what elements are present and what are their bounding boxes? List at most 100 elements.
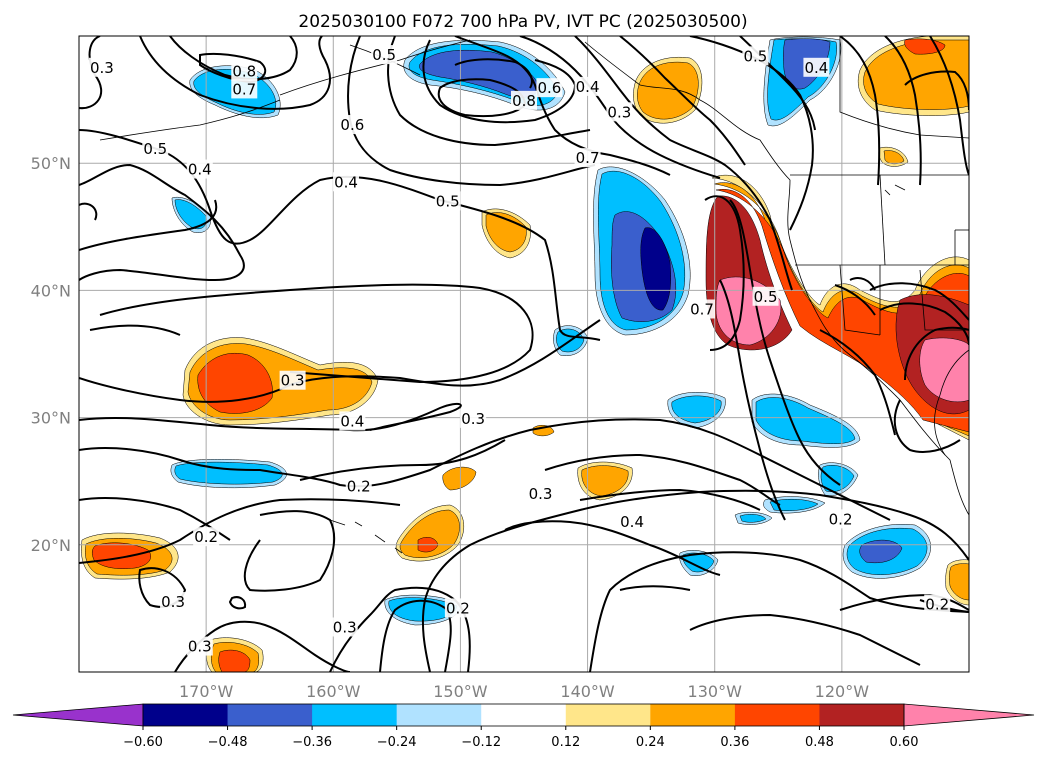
lon-label-5: 120°W xyxy=(815,682,870,701)
lon-label-4: 130°W xyxy=(688,682,743,701)
svg-text:0.3: 0.3 xyxy=(90,59,114,77)
lat-label-2: 30°N xyxy=(31,409,71,428)
svg-text:0.7: 0.7 xyxy=(232,80,256,98)
contour-label-27: 0.2 xyxy=(444,598,471,618)
svg-text:0.5: 0.5 xyxy=(754,288,778,306)
svg-text:0.3: 0.3 xyxy=(607,103,631,121)
contour-label-23: 0.4 xyxy=(619,511,646,531)
colorbar-label-1: −0.48 xyxy=(208,735,248,750)
svg-text:0.8: 0.8 xyxy=(232,63,256,81)
contour-label-17: 0.5 xyxy=(752,286,779,306)
lon-label-2: 150°W xyxy=(433,682,488,701)
svg-text:0.4: 0.4 xyxy=(804,59,828,77)
contour-label-19: 0.4 xyxy=(339,411,366,431)
svg-text:0.4: 0.4 xyxy=(576,78,600,96)
svg-text:0.8: 0.8 xyxy=(512,92,536,110)
contour-label-14: 0.5 xyxy=(742,46,769,66)
colorbar-label-8: 0.48 xyxy=(805,735,834,750)
lat-label-0: 50°N xyxy=(31,154,71,173)
svg-text:0.2: 0.2 xyxy=(194,528,218,546)
svg-text:0.4: 0.4 xyxy=(340,412,364,430)
svg-text:0.5: 0.5 xyxy=(436,192,460,210)
svg-text:0.2: 0.2 xyxy=(347,477,371,495)
colorbar-bin-7 xyxy=(734,704,820,726)
contour-label-15: 0.4 xyxy=(803,57,830,77)
svg-text:0.5: 0.5 xyxy=(143,140,167,158)
colorbar-label-2: −0.36 xyxy=(292,735,332,750)
lat-label-1: 40°N xyxy=(31,281,71,300)
contour-label-26: 0.3 xyxy=(160,592,187,612)
pv-contours xyxy=(79,36,969,672)
contour-label-8: 0.5 xyxy=(371,45,398,65)
colorbar-bin-8 xyxy=(819,704,905,726)
svg-text:0.3: 0.3 xyxy=(161,593,185,611)
contour-label-18: 0.3 xyxy=(279,370,306,390)
svg-text:0.2: 0.2 xyxy=(446,599,470,617)
figure-title: 2025030100 F072 700 hPa PV, IVT PC (2025… xyxy=(298,12,747,32)
svg-text:0.4: 0.4 xyxy=(620,513,644,531)
colorbar-label-9: 0.60 xyxy=(890,735,919,750)
svg-text:0.7: 0.7 xyxy=(690,300,714,318)
lon-label-0: 170°W xyxy=(179,682,234,701)
contour-label-0: 0.3 xyxy=(88,57,115,77)
svg-text:0.3: 0.3 xyxy=(188,638,212,656)
map-panel: 0.3 0.80.70.50.40.60.40.50.50.80.6 0.40.30… xyxy=(31,35,970,701)
contour-label-4: 0.4 xyxy=(186,159,213,179)
gridlines xyxy=(79,36,969,672)
contour-label-16: 0.7 xyxy=(689,299,715,319)
contour-label-12: 0.3 xyxy=(606,102,633,122)
map-frame xyxy=(78,35,970,673)
colorbar-label-4: −0.12 xyxy=(461,735,501,750)
svg-text:0.2: 0.2 xyxy=(925,596,949,614)
svg-text:0.7: 0.7 xyxy=(576,149,600,167)
colorbar-label-0: −0.60 xyxy=(123,735,163,750)
colorbar-bin-0 xyxy=(143,704,229,726)
contour-label-10: 0.6 xyxy=(536,78,563,98)
colorbar-bin-5 xyxy=(565,704,651,726)
svg-text:0.3: 0.3 xyxy=(333,618,357,636)
svg-text:0.2: 0.2 xyxy=(829,510,853,528)
colorbar-frame xyxy=(142,703,905,727)
contour-label-7: 0.5 xyxy=(434,191,461,211)
negative-anomaly-offshore-trough xyxy=(553,166,691,356)
contour-label-6: 0.4 xyxy=(333,172,359,192)
contour-labels: 0.3 0.80.70.50.40.60.40.50.50.80.6 0.40.30… xyxy=(88,45,951,656)
contour-label-3: 0.5 xyxy=(142,139,169,159)
contour-label-5: 0.6 xyxy=(339,115,366,135)
longitude-labels: 170°W 160°W 150°W 140°W 130°W 120°W xyxy=(179,682,869,701)
contour-label-2: 0.7 xyxy=(231,79,258,99)
contour-label-13: 0.7 xyxy=(574,148,601,168)
svg-text:0.4: 0.4 xyxy=(188,161,212,179)
lon-label-3: 140°W xyxy=(560,682,615,701)
svg-text:0.3: 0.3 xyxy=(529,485,553,503)
svg-text:0.3: 0.3 xyxy=(461,410,485,428)
colorbar-bin-3 xyxy=(396,704,482,726)
contour-label-25: 0.2 xyxy=(827,509,854,529)
lon-label-1: 160°W xyxy=(306,682,361,701)
svg-text:0.6: 0.6 xyxy=(537,79,561,97)
svg-text:0.3: 0.3 xyxy=(281,372,305,390)
contour-label-22: 0.3 xyxy=(527,483,554,503)
colorbar: −0.60 −0.48 −0.36 −0.24 −0.12 0.12 0.24 0.36 0.4… xyxy=(12,703,1035,750)
svg-text:0.6: 0.6 xyxy=(340,116,364,134)
colorbar-extend-high xyxy=(903,703,1035,727)
colorbar-bin-4 xyxy=(481,704,567,726)
contour-label-28: 0.3 xyxy=(331,617,358,637)
positive-anomaly-hawaii xyxy=(395,504,465,562)
contour-label-21: 0.2 xyxy=(345,476,372,496)
colorbar-bin-2 xyxy=(312,704,398,726)
svg-text:0.5: 0.5 xyxy=(372,46,396,64)
colorbar-bin-1 xyxy=(227,704,313,726)
contour-label-24: 0.2 xyxy=(193,527,220,547)
contour-label-30: 0.2 xyxy=(924,594,951,614)
colorbar-label-7: 0.36 xyxy=(720,735,749,750)
svg-text:0.5: 0.5 xyxy=(743,47,767,65)
colorbar-label-3: −0.24 xyxy=(377,735,417,750)
contour-label-11: 0.4 xyxy=(574,76,601,96)
colorbar-label-5: 0.12 xyxy=(551,735,580,750)
contour-label-9: 0.8 xyxy=(511,90,537,110)
svg-text:0.4: 0.4 xyxy=(334,173,358,191)
contour-label-20: 0.3 xyxy=(460,408,487,428)
colorbar-label-6: 0.24 xyxy=(636,735,665,750)
